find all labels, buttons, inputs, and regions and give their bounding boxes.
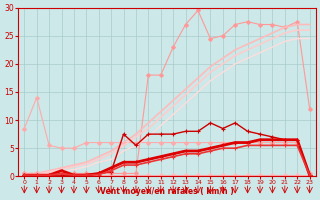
X-axis label: Vent moyen/en rafales ( km/h ): Vent moyen/en rafales ( km/h ) xyxy=(100,187,234,196)
